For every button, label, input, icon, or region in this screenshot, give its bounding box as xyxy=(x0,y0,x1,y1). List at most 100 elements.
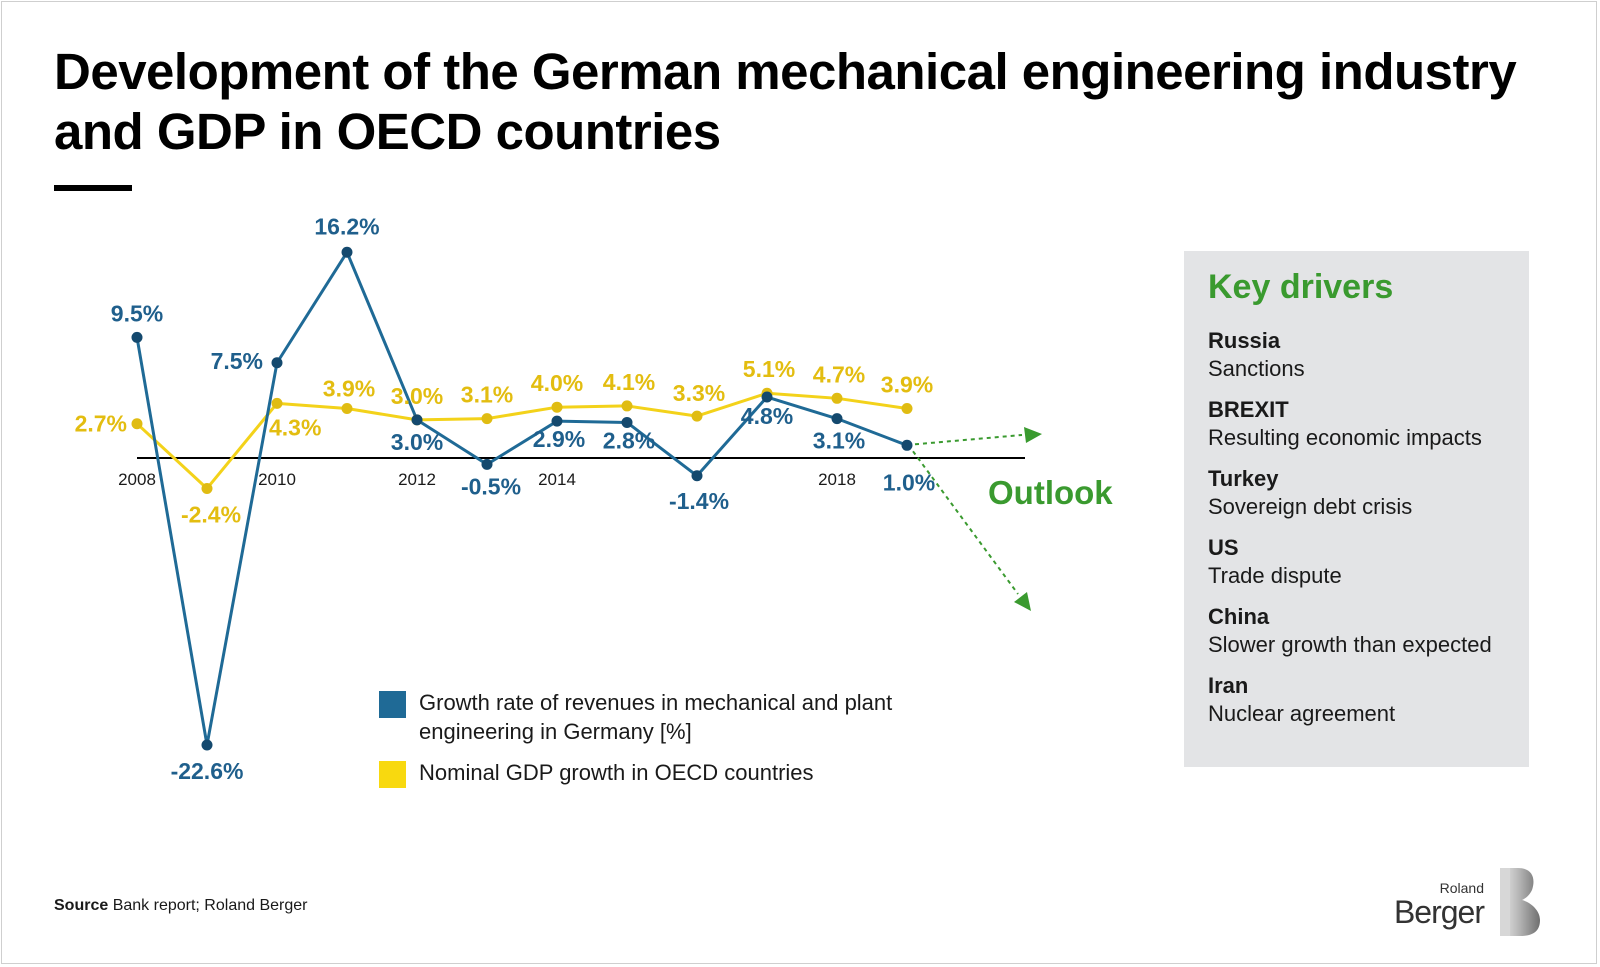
title-underline xyxy=(54,185,132,191)
outlook-arrow-down xyxy=(912,450,1019,595)
driver-name: US xyxy=(1208,535,1239,560)
chart-axis-layer: 2008 2010 2012 2014 2018 xyxy=(118,457,1025,489)
data-point-gdp xyxy=(131,418,143,430)
data-point-revenue xyxy=(621,416,633,428)
legend-swatch-yellow xyxy=(379,761,406,788)
data-point-gdp xyxy=(691,410,703,422)
driver-name: Turkey xyxy=(1208,466,1279,491)
driver-text: Sanctions xyxy=(1208,356,1305,381)
series-line-revenue xyxy=(135,250,908,747)
chart-line-layer xyxy=(135,250,908,747)
legend-label-gdp: Nominal GDP growth in OECD countries xyxy=(419,760,814,785)
data-point-gdp xyxy=(901,402,913,414)
driver-text: Nuclear agreement xyxy=(1208,701,1396,726)
driver-name: BREXIT xyxy=(1208,397,1289,422)
outlook-label: Outlook xyxy=(988,474,1113,511)
source-text: Bank report; Roland Berger xyxy=(112,897,308,914)
data-point-revenue xyxy=(271,357,283,369)
data-label-revenue: 1.0% xyxy=(883,469,935,495)
data-point-revenue xyxy=(831,413,843,425)
outlook-arrowhead-up xyxy=(1024,427,1042,443)
x-tick-label: 2012 xyxy=(398,470,436,489)
x-tick-label: 2018 xyxy=(818,470,856,489)
outlook-arrow-up xyxy=(914,434,1023,446)
data-point-gdp xyxy=(201,482,213,494)
data-point-revenue xyxy=(341,246,353,258)
driver-russia: Russia Sanctions xyxy=(1208,327,1529,383)
driver-china: China Slower growth than expected xyxy=(1208,603,1529,659)
data-label-gdp: 4.3% xyxy=(269,414,321,440)
data-label-revenue: -1.4% xyxy=(669,488,729,514)
data-label-gdp: 3.9% xyxy=(323,375,375,401)
data-label-revenue: 3.1% xyxy=(813,428,865,454)
data-label-gdp: 3.9% xyxy=(881,371,933,397)
data-label-gdp: -2.4% xyxy=(181,501,241,527)
key-drivers-heading: Key drivers xyxy=(1208,268,1394,306)
chart-legend: Growth rate of revenues in mechanical an… xyxy=(379,688,939,799)
x-tick-label: 2010 xyxy=(258,470,296,489)
x-tick-label: 2014 xyxy=(538,470,576,489)
logo-text-roland: Roland xyxy=(1439,880,1484,896)
chart-label-layer: 2.7%-2.4%4.3%3.9% 3.0% 3.1% 4.0% 4.1% 3.3%5.1… xyxy=(75,213,936,784)
source-note: Source Bank report; Roland Berger xyxy=(54,897,307,915)
series-line-gdp xyxy=(135,391,908,490)
legend-label-revenue: Growth rate of revenues in mechanical an… xyxy=(419,690,893,744)
page-title: Development of the German mechanical eng… xyxy=(54,43,1517,160)
driver-iran: Iran Nuclear agreement xyxy=(1208,672,1529,728)
roland-berger-logo: Roland Berger xyxy=(1393,866,1546,944)
driver-text: Sovereign debt crisis xyxy=(1208,494,1413,519)
line-chart: 2008 2010 2012 2014 2018 2.7%-2.4%4.3%3.9% 3.… xyxy=(75,213,1114,784)
data-point-gdp xyxy=(831,392,843,404)
driver-name: China xyxy=(1208,604,1270,629)
source-prefix: Source xyxy=(54,897,109,914)
data-label-gdp: 4.0% xyxy=(531,370,583,396)
data-label-revenue: -22.6% xyxy=(171,758,244,784)
data-point-gdp xyxy=(271,397,283,409)
data-label-gdp: 4.7% xyxy=(813,361,865,387)
driver-name: Russia xyxy=(1208,328,1281,353)
data-label-gdp: 4.1% xyxy=(603,369,655,395)
driver-text: Trade dispute xyxy=(1208,563,1342,588)
data-label-revenue: -0.5% xyxy=(461,473,521,499)
data-point-revenue xyxy=(201,739,213,751)
driver-text: Resulting economic impacts xyxy=(1208,425,1482,450)
outlook-layer: Outlook xyxy=(912,427,1113,611)
logo-text-berger: Berger xyxy=(1393,894,1485,930)
data-label-gdp: 3.1% xyxy=(461,382,513,408)
chart-point-layer xyxy=(131,246,913,751)
data-point-gdp xyxy=(551,401,563,413)
data-label-revenue: 9.5% xyxy=(111,300,163,326)
x-tick-label: 2008 xyxy=(118,470,156,489)
data-point-revenue xyxy=(551,415,563,427)
key-drivers-panel: Key drivers Russia Sanctions BREXIT Resu… xyxy=(1184,251,1529,767)
data-label-revenue: 16.2% xyxy=(314,213,379,239)
driver-name: Iran xyxy=(1208,673,1249,698)
data-point-revenue xyxy=(691,470,703,482)
data-point-revenue xyxy=(411,414,423,426)
driver-us: US Trade dispute xyxy=(1208,534,1529,590)
driver-brexit: BREXIT Resulting economic impacts xyxy=(1208,396,1529,452)
legend-item-gdp: Nominal GDP growth in OECD countries xyxy=(379,758,939,788)
data-point-gdp xyxy=(341,402,353,414)
data-label-gdp: 5.1% xyxy=(743,356,795,382)
data-point-revenue xyxy=(901,439,913,451)
data-point-gdp xyxy=(481,413,493,425)
data-label-revenue: 2.9% xyxy=(533,426,585,452)
driver-turkey: Turkey Sovereign debt crisis xyxy=(1208,465,1529,521)
data-point-revenue xyxy=(761,391,773,403)
legend-swatch-blue xyxy=(379,691,406,718)
outlook-arrowhead-down xyxy=(1014,592,1031,611)
data-label-revenue: 7.5% xyxy=(211,348,263,374)
logo-b-icon xyxy=(1500,868,1540,936)
data-label-revenue: 2.8% xyxy=(603,427,655,453)
data-point-gdp xyxy=(621,400,633,412)
data-label-gdp: 3.3% xyxy=(673,380,725,406)
data-label-revenue: 4.8% xyxy=(741,403,793,429)
data-label-gdp: 3.0% xyxy=(391,383,443,409)
data-label-gdp: 2.7% xyxy=(75,411,127,437)
driver-text: Slower growth than expected xyxy=(1208,632,1492,657)
legend-item-revenue: Growth rate of revenues in mechanical an… xyxy=(379,688,939,746)
data-label-revenue: 3.0% xyxy=(391,429,443,455)
data-point-revenue xyxy=(481,458,493,470)
